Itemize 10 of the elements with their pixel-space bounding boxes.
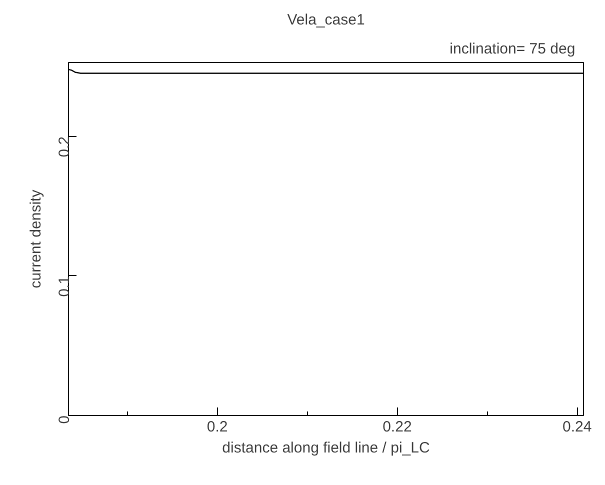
y-tick-label: 0.1 [56, 276, 73, 297]
chart-title: Vela_case1 [287, 12, 365, 28]
x-tick-label: 0.24 [562, 418, 592, 436]
y-tick-label: 0 [56, 416, 73, 424]
y-tick-label: 0.2 [56, 136, 73, 158]
x-axis-title: distance along field line / pi_LC [222, 440, 430, 456]
y-axis-title: current density [28, 189, 44, 288]
chart-subtitle: inclination= 75 deg [450, 40, 576, 58]
x-tick-label: 0.22 [382, 418, 412, 436]
x-tick-label: 0.2 [206, 418, 228, 436]
